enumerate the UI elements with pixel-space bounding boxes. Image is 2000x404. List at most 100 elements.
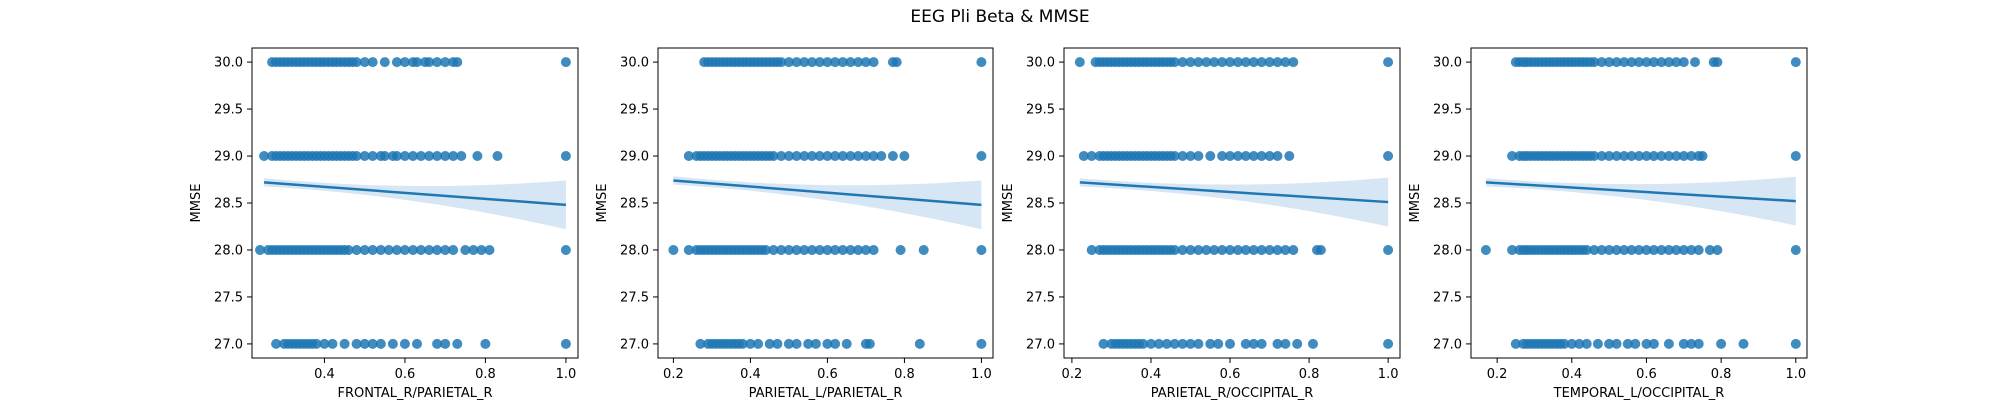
data-point [1686, 151, 1697, 161]
data-point [311, 338, 322, 349]
data-point [1248, 151, 1259, 161]
data-point [1634, 57, 1644, 68]
subplot-4: 27.0 27.5 28.0 28.5 29.0 29.5 30.0 0.2 0.4 0.6 0.8… [1408, 47, 1808, 401]
data-point [1193, 338, 1204, 349]
data-point [1256, 151, 1267, 161]
data-point [1634, 151, 1644, 161]
data-point [860, 57, 871, 68]
data-point [412, 57, 422, 68]
data-point [807, 57, 817, 68]
y-tick-label: 29.5 [214, 103, 243, 118]
data-point [416, 151, 426, 161]
x-axis-label: PARIETAL_R/OCCIPITAL_R [1151, 386, 1313, 400]
data-point [1240, 338, 1251, 349]
y-tick-label: 30.0 [620, 56, 649, 71]
data-point [448, 151, 459, 161]
data-point [359, 57, 370, 68]
data-point [424, 57, 435, 68]
data-point [1507, 245, 1518, 255]
data-point [1693, 338, 1704, 349]
data-point [1671, 245, 1682, 255]
data-point [1604, 245, 1615, 255]
data-point [814, 151, 825, 161]
data-point [1678, 245, 1689, 255]
data-point [776, 151, 787, 161]
data-point [375, 245, 386, 255]
y-tick-label: 30.0 [214, 56, 243, 71]
data-point [387, 338, 398, 349]
y-tick-label: 28.5 [214, 197, 243, 212]
data-point [1248, 245, 1259, 255]
data-point [976, 338, 987, 349]
data-point [1232, 151, 1243, 161]
data-point [375, 338, 386, 349]
data-point [1225, 338, 1235, 349]
data-point [1648, 338, 1659, 349]
data-point [391, 57, 402, 68]
data-point [1626, 151, 1637, 161]
x-tick-label: 0.2 [1062, 367, 1083, 382]
data-point [1663, 57, 1674, 68]
y-tick-label: 29.5 [1433, 103, 1462, 118]
data-point [1383, 245, 1394, 255]
x-tick-label: 0.8 [1299, 367, 1320, 382]
data-point [899, 151, 910, 161]
data-point [1225, 57, 1235, 68]
data-point [399, 245, 410, 255]
data-point [1581, 338, 1592, 349]
data-point [1630, 338, 1641, 349]
data-point [367, 245, 378, 255]
x-tick-label: 0.8 [1711, 367, 1732, 382]
data-point [868, 245, 879, 255]
data-point [1611, 151, 1622, 161]
data-point [853, 57, 864, 68]
y-tick-label: 29.0 [214, 150, 243, 165]
data-point [1248, 338, 1259, 349]
data-point [1507, 151, 1518, 161]
data-point [408, 245, 418, 255]
y-tick-label: 28.0 [214, 243, 243, 258]
data-point [480, 338, 491, 349]
subplot-2: 27.0 27.5 28.0 28.5 29.0 29.5 30.0 0.2 0.4 0.6 0.8… [595, 47, 994, 401]
data-point [367, 151, 378, 161]
data-point [359, 151, 370, 161]
data-point [1697, 151, 1708, 161]
x-tick-label: 0.8 [894, 367, 915, 382]
data-point [1177, 57, 1188, 68]
data-point [560, 245, 571, 255]
data-point [837, 151, 848, 161]
data-point [1240, 245, 1251, 255]
data-point [830, 245, 841, 255]
data-point [695, 338, 706, 349]
data-point [1704, 245, 1715, 255]
data-point [1581, 245, 1592, 255]
data-point [1566, 338, 1577, 349]
data-point [1626, 57, 1637, 68]
data-point [895, 245, 906, 255]
confidence-band [1485, 176, 1796, 226]
data-point [776, 245, 787, 255]
data-point [799, 151, 810, 161]
data-point [887, 151, 898, 161]
data-point [319, 338, 330, 349]
data-point [1280, 338, 1291, 349]
data-point [837, 245, 848, 255]
data-point [783, 57, 794, 68]
data-point [327, 338, 338, 349]
data-point [822, 57, 833, 68]
data-point [452, 57, 463, 68]
data-point [440, 245, 451, 255]
data-point [1592, 338, 1603, 349]
x-tick-label: 0.4 [1141, 367, 1162, 382]
data-point [1256, 338, 1267, 349]
data-point [432, 338, 443, 349]
data-point [1634, 245, 1644, 255]
data-point [1288, 57, 1299, 68]
data-point [860, 151, 871, 161]
data-point [412, 338, 422, 349]
data-point [468, 245, 479, 255]
y-axis-label: MMSE [1001, 184, 1016, 223]
data-point [1790, 151, 1801, 161]
data-point [830, 338, 841, 349]
data-point [391, 151, 402, 161]
